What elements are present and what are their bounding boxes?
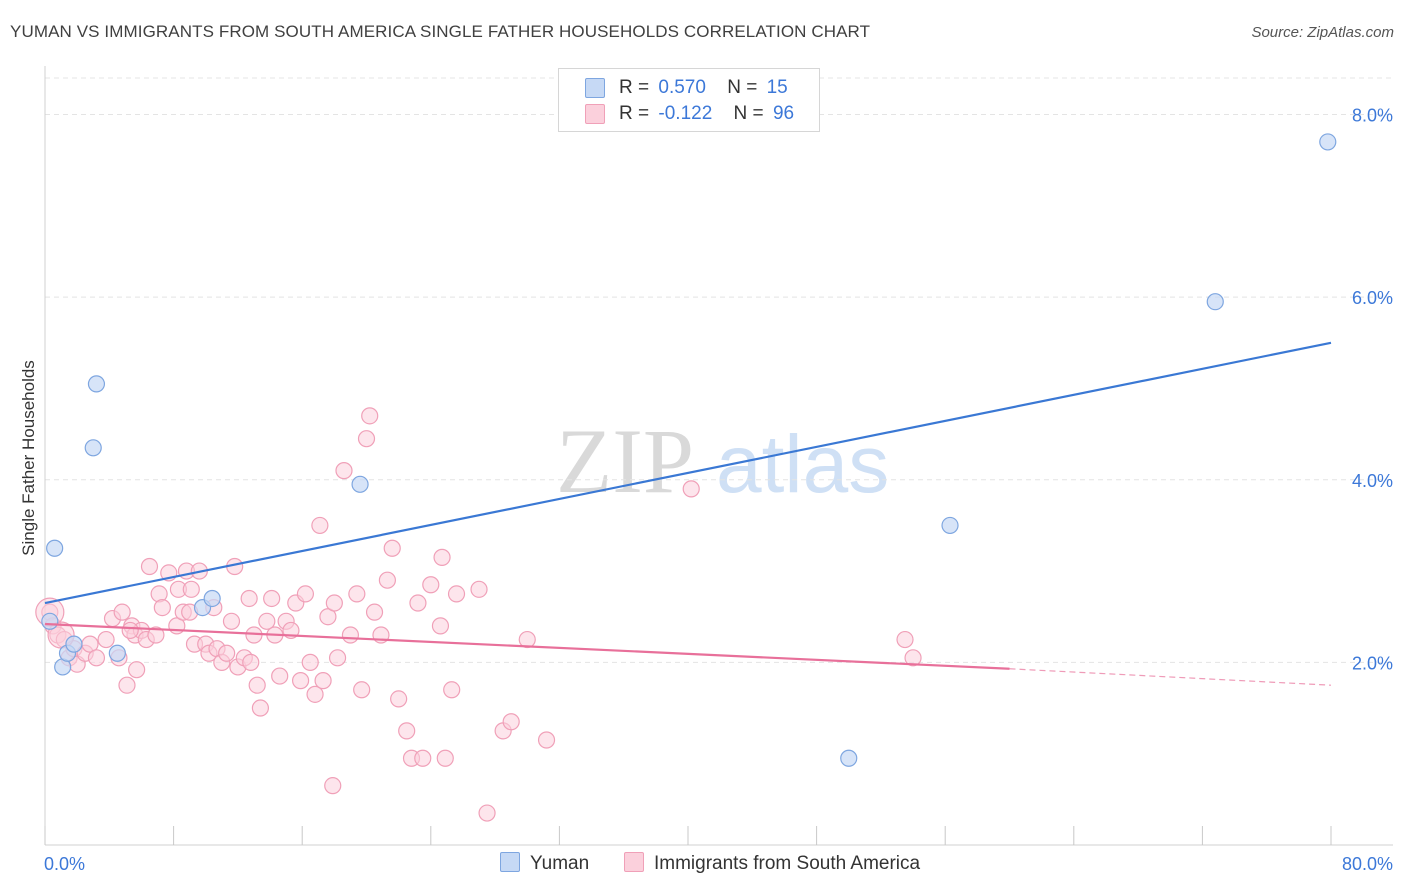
immigrants-point <box>328 649 347 667</box>
immigrants-point <box>518 630 536 649</box>
immigrants-point <box>87 649 106 667</box>
immigrants-point <box>433 548 451 566</box>
immigrants-point <box>365 603 384 621</box>
y-axis-label: Single Father Households <box>19 360 38 556</box>
yuman-point <box>941 516 959 535</box>
immigrants-point <box>258 612 276 630</box>
watermark-atlas: atlas <box>716 419 889 510</box>
immigrants-trend-line-extension <box>1009 668 1332 686</box>
yuman-legend-label: Yuman <box>530 853 590 874</box>
immigrants-point <box>306 685 324 703</box>
immigrants-r-value: -0.122 <box>658 103 713 124</box>
immigrants-point <box>314 672 332 690</box>
x-tick-label-max: 80.0% <box>1342 854 1393 874</box>
immigrants-legend-label: Immigrants from South America <box>654 853 921 874</box>
immigrants-point <box>222 612 241 630</box>
immigrants-point <box>311 516 329 535</box>
immigrants-point <box>325 594 343 612</box>
yuman-point <box>108 644 126 662</box>
immigrants-point <box>682 480 700 498</box>
yuman-r-value: 0.570 <box>658 77 706 98</box>
immigrants-point <box>140 557 159 576</box>
r-label: R = <box>619 103 650 124</box>
immigrants-point <box>357 430 376 448</box>
immigrants-point <box>383 539 401 557</box>
immigrants-point <box>537 731 556 749</box>
immigrants-point <box>398 722 416 740</box>
yuman-legend-swatch <box>500 852 520 872</box>
immigrants-point <box>904 649 922 667</box>
immigrants-point <box>896 630 914 649</box>
immigrants-n-value: 96 <box>772 103 795 124</box>
immigrants-point <box>128 661 146 679</box>
yuman-swatch <box>585 78 605 98</box>
immigrants-point <box>447 585 466 603</box>
immigrants-point <box>291 672 310 690</box>
r-label: R = <box>619 77 650 98</box>
immigrants-point <box>296 585 315 603</box>
immigrants-point <box>147 626 165 644</box>
n-label: N = <box>733 103 764 124</box>
y-tick-label: 6.0% <box>1352 288 1393 308</box>
immigrants-legend-swatch <box>624 852 644 872</box>
immigrants-point <box>502 713 520 731</box>
yuman-point <box>65 635 83 653</box>
yuman-point <box>87 375 106 393</box>
immigrants-point <box>218 644 236 662</box>
yuman-n-value: 15 <box>766 77 788 98</box>
y-tick-label: 4.0% <box>1352 471 1393 491</box>
yuman-trend-line <box>44 341 1332 605</box>
yuman-point <box>84 439 102 457</box>
immigrants-point <box>324 777 342 795</box>
immigrants-point <box>478 804 496 822</box>
immigrants-point <box>470 580 488 598</box>
immigrants-point <box>182 580 200 598</box>
immigrants-point <box>409 594 427 612</box>
immigrants-point <box>422 576 440 594</box>
immigrants-point <box>335 462 353 480</box>
immigrants-point <box>361 407 379 425</box>
immigrants-point <box>271 667 289 685</box>
immigrants-point <box>121 621 139 640</box>
immigrants-point <box>248 676 266 694</box>
immigrants-point <box>153 598 171 617</box>
yuman-point <box>840 749 858 767</box>
immigrants-point <box>240 589 258 608</box>
immigrants-point <box>118 676 136 694</box>
watermark-zip: ZIP <box>556 410 694 512</box>
bottom-legend-immigrants: Immigrants from South America <box>624 852 920 875</box>
yuman-point <box>351 475 369 493</box>
immigrants-point <box>341 626 360 644</box>
immigrants-swatch <box>585 104 605 124</box>
stats-legend: R = 0.570 N = 15 R = -0.122 N = 96 <box>558 68 820 132</box>
immigrants-point <box>348 585 366 603</box>
immigrants-point <box>97 630 115 649</box>
y-tick-label: 8.0% <box>1352 106 1393 126</box>
chart-title: YUMAN VS IMMIGRANTS FROM SOUTH AMERICA S… <box>10 22 871 41</box>
immigrants-point <box>431 617 450 635</box>
immigrants-point <box>443 681 461 699</box>
yuman-point <box>203 589 221 608</box>
y-tick-label: 2.0% <box>1352 653 1393 673</box>
immigrants-point <box>263 589 281 608</box>
yuman-point <box>41 612 59 630</box>
immigrants-point <box>436 749 454 767</box>
immigrants-point <box>251 699 270 717</box>
n-label: N = <box>727 77 758 98</box>
immigrants-point <box>390 690 408 708</box>
x-tick-label-min: 0.0% <box>44 854 85 874</box>
yuman-point <box>1206 293 1224 311</box>
source-label: Source: ZipAtlas.com <box>1251 24 1394 41</box>
immigrants-point <box>113 603 131 621</box>
yuman-point <box>1319 133 1337 151</box>
bottom-legend-yuman: Yuman <box>500 852 589 875</box>
immigrants-point <box>301 653 319 671</box>
immigrants-point <box>378 571 396 589</box>
immigrants-point <box>414 749 432 767</box>
yuman-point <box>46 539 64 557</box>
immigrants-point <box>242 653 260 671</box>
immigrants-trend-line <box>44 622 1010 670</box>
immigrants-point <box>353 681 371 699</box>
